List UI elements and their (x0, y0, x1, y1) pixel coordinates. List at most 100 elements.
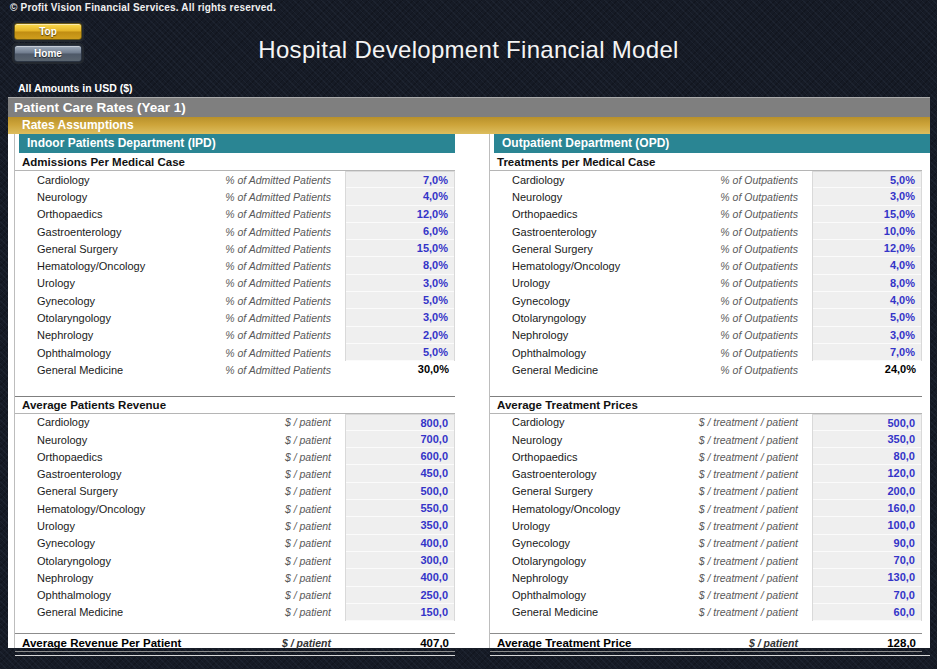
unit-label: $ / treatment / patient (663, 589, 798, 601)
table-row: General Surgery$ / patient500,0 (15, 483, 455, 500)
input-value-cell[interactable]: 500,0 (812, 414, 922, 431)
table-row: Neurology% of Admitted Patients4,0% (15, 188, 455, 205)
table-row: Hematology/Oncology% of Outpatients4,0% (490, 257, 922, 274)
table-row: Cardiology$ / treatment / patient500,0 (490, 414, 922, 431)
input-value-cell[interactable]: 5,0% (345, 292, 455, 309)
input-value-cell[interactable]: 15,0% (345, 240, 455, 257)
input-value-cell[interactable]: 4,0% (812, 292, 922, 309)
unit-label: $ / patient (196, 468, 331, 480)
unit-label: % of Admitted Patients (196, 277, 331, 289)
spacer (15, 621, 455, 633)
input-value-cell[interactable]: 12,0% (812, 240, 922, 257)
input-value-cell[interactable]: 350,0 (345, 517, 455, 534)
department-label: Gastroenterology (15, 226, 196, 238)
department-label: Neurology (490, 434, 663, 446)
input-value-cell[interactable]: 400,0 (345, 535, 455, 552)
input-value-cell[interactable]: 100,0 (812, 517, 922, 534)
table-row: Nephrology$ / patient400,0 (15, 569, 455, 586)
input-value-cell[interactable]: 4,0% (812, 257, 922, 274)
input-value-cell[interactable]: 70,0 (812, 552, 922, 569)
input-value-cell[interactable]: 90,0 (812, 535, 922, 552)
unit-label: % of Outpatients (663, 174, 798, 186)
table-row: Gastroenterology$ / treatment / patient1… (490, 465, 922, 482)
input-value-cell[interactable]: 3,0% (812, 327, 922, 344)
input-value-cell[interactable]: 550,0 (345, 500, 455, 517)
unit-label: $ / treatment / patient (663, 416, 798, 428)
department-label: General Surgery (490, 243, 663, 255)
input-value-cell[interactable]: 5,0% (812, 309, 922, 326)
department-label: Otolaryngology (15, 312, 196, 324)
input-value-cell[interactable]: 120,0 (812, 465, 922, 482)
input-value-cell[interactable]: 130,0 (812, 569, 922, 586)
department-label: Orthopaedics (490, 208, 663, 220)
input-value-cell[interactable]: 15,0% (812, 206, 922, 223)
table-row: Ophthalmology% of Outpatients7,0% (490, 344, 922, 361)
table-row: Orthopaedics$ / patient600,0 (15, 448, 455, 465)
input-value-cell[interactable]: 700,0 (345, 431, 455, 448)
input-value-cell[interactable]: 600,0 (345, 448, 455, 465)
input-value-cell[interactable]: 200,0 (812, 483, 922, 500)
input-value-cell[interactable]: 8,0% (812, 275, 922, 292)
input-value-cell[interactable]: 500,0 (345, 483, 455, 500)
table-row: Ophthalmology$ / treatment / patient70,0 (490, 587, 922, 604)
input-value-cell[interactable]: 400,0 (345, 569, 455, 586)
input-value-cell[interactable]: 5,0% (345, 344, 455, 361)
input-value-cell[interactable]: 300,0 (345, 552, 455, 569)
admissions-rows: Cardiology% of Admitted Patients7,0%Neur… (15, 171, 455, 379)
total-label: Average Revenue Per Patient (15, 637, 196, 649)
input-value-cell[interactable]: 6,0% (345, 223, 455, 240)
input-value-cell[interactable]: 800,0 (345, 414, 455, 431)
department-label: Ophthalmology (15, 589, 196, 601)
table-row: Nephrology% of Admitted Patients2,0% (15, 327, 455, 344)
unit-label: % of Outpatients (663, 191, 798, 203)
unit-label: $ / patient (196, 572, 331, 584)
table-row: Ophthalmology% of Admitted Patients5,0% (15, 344, 455, 361)
input-value-cell[interactable]: 10,0% (812, 223, 922, 240)
input-value-cell[interactable]: 7,0% (345, 171, 455, 188)
unit-label: $ / treatment / patient (663, 451, 798, 463)
department-label: Nephrology (490, 572, 663, 584)
input-value-cell[interactable]: 60,0 (812, 604, 922, 621)
input-value-cell[interactable]: 8,0% (345, 257, 455, 274)
input-value-cell[interactable]: 80,0 (812, 448, 922, 465)
input-value-cell[interactable]: 2,0% (345, 327, 455, 344)
department-label: Urology (15, 520, 196, 532)
computed-value: 30,0% (345, 361, 455, 378)
table-row: Neurology$ / patient700,0 (15, 431, 455, 448)
unit-label: % of Admitted Patients (196, 329, 331, 341)
unit-label: % of Outpatients (663, 295, 798, 307)
unit-label: $ / patient (196, 434, 331, 446)
input-value-cell[interactable]: 7,0% (812, 344, 922, 361)
unit-label: % of Admitted Patients (196, 226, 331, 238)
input-value-cell[interactable]: 450,0 (345, 465, 455, 482)
input-value-cell[interactable]: 4,0% (345, 188, 455, 205)
input-value-cell[interactable]: 12,0% (345, 206, 455, 223)
input-value-cell[interactable]: 3,0% (812, 188, 922, 205)
input-value-cell[interactable]: 250,0 (345, 587, 455, 604)
table-row: Otolaryngology% of Outpatients5,0% (490, 309, 922, 326)
copyright-text: © Profit Vision Financial Services. All … (10, 2, 276, 13)
unit-label: $ / treatment / patient (663, 503, 798, 515)
input-value-cell[interactable]: 150,0 (345, 604, 455, 621)
input-value-cell[interactable]: 5,0% (812, 171, 922, 188)
unit-label: % of Outpatients (663, 312, 798, 324)
unit-label: % of Outpatients (663, 277, 798, 289)
input-value-cell[interactable]: 3,0% (345, 275, 455, 292)
department-label: General Surgery (490, 485, 663, 497)
department-label: Orthopaedics (490, 451, 663, 463)
ipd-panel: Indoor Patients Department (IPD) Admissi… (8, 134, 455, 648)
input-value-cell[interactable]: 160,0 (812, 500, 922, 517)
opd-total-row: Average Treatment Price $ / patient 128,… (490, 633, 922, 652)
divider (490, 652, 930, 656)
unit-label: % of Admitted Patients (196, 260, 331, 272)
department-label: Gynecology (490, 295, 663, 307)
table-row: Hematology/Oncology$ / treatment / patie… (490, 500, 922, 517)
table-row: General Medicine% of Admitted Patients30… (15, 361, 455, 378)
unit-label: $ / treatment / patient (663, 485, 798, 497)
table-row: General Medicine$ / patient150,0 (15, 604, 455, 621)
table-row: Otolaryngology$ / treatment / patient70,… (490, 552, 922, 569)
input-value-cell[interactable]: 3,0% (345, 309, 455, 326)
section-title-patients-revenue: Average Patients Revenue (15, 396, 455, 414)
input-value-cell[interactable]: 350,0 (812, 431, 922, 448)
input-value-cell[interactable]: 70,0 (812, 587, 922, 604)
